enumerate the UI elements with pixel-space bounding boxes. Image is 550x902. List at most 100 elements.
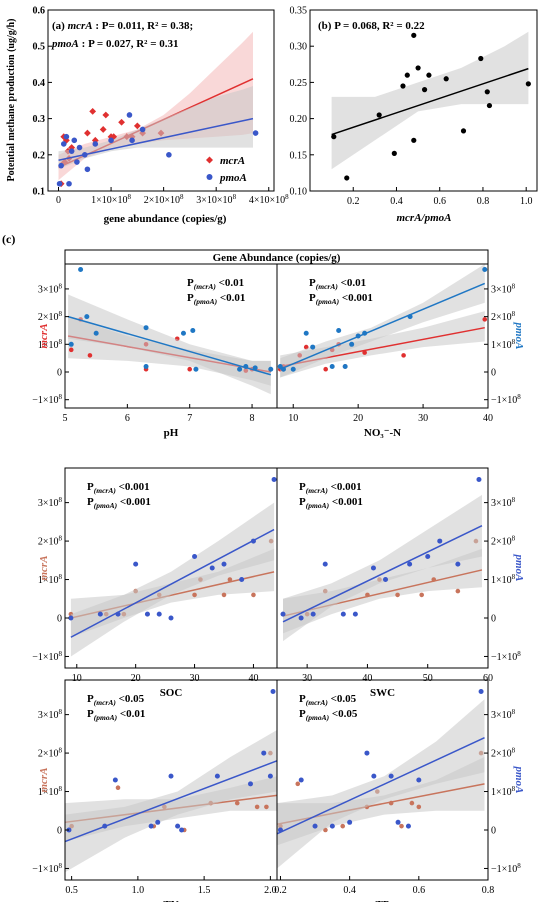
data-point-pmoA [56, 180, 63, 187]
data-point-mcrA [89, 107, 97, 115]
y-axis-title-pmoA: pmoA [513, 554, 525, 582]
panel-a-stats-line-1: (a) mcrA : P= 0.011, R² = 0.38; [52, 20, 193, 32]
x-tick-label: 0.8 [477, 196, 490, 207]
panel-b-x-axis-title: mcrA/pmoA [396, 212, 451, 224]
data-point-mcrA [99, 126, 107, 133]
data-point-pmoA [60, 141, 67, 147]
data-point-pmoA [388, 773, 394, 779]
data-point-pmoA [166, 152, 172, 158]
data-point-pmoA [92, 141, 99, 147]
y-tick-label: 0.20 [290, 114, 308, 125]
x-tick-label: 0.4 [390, 196, 403, 207]
legend-marker-mcrA [206, 156, 213, 164]
data-point-pmoA [144, 611, 150, 617]
p-value-pmoA: P(pmoA) <0.001 [309, 292, 373, 306]
data-point-mcrA [68, 144, 76, 151]
data-point-mcrA [115, 785, 121, 790]
data-point-pmoA [108, 137, 114, 144]
y-axis-title-pmoA: pmoA [513, 322, 525, 350]
x-axis-title-SWC: SWC [370, 687, 395, 699]
data-point-mcrA [295, 781, 301, 787]
data-point-pmoA [268, 366, 274, 372]
fit-line-pmoA [67, 315, 271, 376]
y-tick-label-right: 2×108 [491, 310, 516, 323]
data-point-pmoA [71, 137, 78, 144]
x-tick-label: 40 [362, 673, 372, 684]
data-point-mcrA [84, 129, 91, 137]
p-value-pmoA: P(pmoA) <0.001 [87, 496, 151, 510]
data-point-pmoA [437, 538, 443, 544]
x-tick-label: 3×10×108 [196, 193, 236, 206]
data-point-pmoA [68, 148, 75, 154]
panel-b-frame [309, 9, 538, 192]
data-point-pmoA [76, 144, 83, 151]
x-tick-label: 10 [72, 673, 82, 684]
data-point-mcrA [455, 588, 461, 594]
data-point-mcrA [118, 118, 125, 126]
confidence-band-mcrA [280, 311, 485, 378]
data-point-pmoA [425, 553, 431, 559]
data-point-pmoA [352, 611, 358, 617]
data-point-pmoA [68, 615, 74, 621]
y-tick-label: 0.5 [33, 42, 46, 53]
y-tick-label-left: 0 [57, 826, 62, 837]
data-point-mcrA [254, 804, 260, 810]
p-value-mcrA: P(mcrA) <0.05 [299, 693, 357, 707]
y-tick-label-left: 2×108 [38, 535, 63, 548]
data-point-pmoA [139, 126, 146, 133]
y-tick-label-right: 1×108 [491, 785, 516, 798]
data-point-pmoA [221, 561, 227, 567]
data-point-pmoA [66, 180, 72, 187]
x-tick-label: 40 [483, 413, 493, 424]
fit-line-pmoA [279, 282, 486, 370]
data-point-mcrA [234, 800, 240, 806]
data-point-pmoA [58, 162, 64, 169]
data-point-mcrA [221, 592, 227, 598]
y-tick-label-right: 0 [491, 368, 496, 379]
p-value-mcrA: P(mcrA) <0.05 [87, 693, 145, 707]
data-point-pmoA [370, 565, 376, 571]
data-point-pmoA [193, 366, 199, 372]
y-tick-label-left: 1×108 [38, 338, 63, 351]
x-tick-label: 1.0 [132, 885, 145, 896]
panel-a-x-axis-title: gene abundance (copies/g) [104, 213, 227, 225]
data-point-mcrA [399, 823, 404, 829]
confidence-band-pmoA [70, 502, 275, 657]
y-axis-title-mcrA: mcrA [38, 323, 50, 348]
data-point-pmoA [179, 827, 185, 833]
y-tick-label: 0.15 [290, 150, 308, 161]
data-point-ratio [426, 72, 432, 78]
data-point-pmoA [336, 327, 342, 333]
data-point-pmoA [371, 773, 377, 779]
data-point-ratio [400, 83, 406, 89]
data-point-ratio [391, 150, 397, 156]
y-tick-label-left: 2×108 [38, 747, 63, 760]
data-point-pmoA [395, 819, 401, 825]
x-tick-label: 40 [248, 673, 258, 684]
data-point-pmoA [252, 365, 258, 371]
data-point-ratio [460, 128, 467, 134]
data-point-pmoA [143, 325, 149, 331]
data-point-mcrA [133, 122, 141, 130]
data-point-mcrA [68, 347, 74, 353]
data-point-ratio [411, 32, 417, 38]
y-tick-label: 0.2 [33, 150, 46, 161]
x-axis-title-TP: TP [375, 899, 389, 902]
data-point-pmoA [190, 327, 196, 333]
data-point-mcrA [187, 366, 193, 372]
data-point-pmoA [126, 112, 133, 118]
p-value-mcrA: P(mcrA) <0.001 [87, 481, 150, 495]
data-point-pmoA [476, 477, 482, 483]
data-point-ratio [484, 89, 490, 95]
data-point-mcrA [264, 804, 269, 810]
x-tick-label: 10 [288, 413, 298, 424]
data-point-mcrA [251, 592, 256, 598]
x-tick-label: 0.2 [347, 196, 360, 207]
data-point-mcrA [362, 350, 367, 355]
data-point-pmoA [416, 777, 422, 783]
data-point-pmoA [298, 615, 304, 621]
x-tick-label: 0.8 [482, 885, 495, 896]
x-tick-label: 2.0 [264, 885, 277, 896]
p-value-pmoA: P(pmoA) <0.001 [299, 496, 363, 510]
data-point-ratio [486, 102, 493, 109]
